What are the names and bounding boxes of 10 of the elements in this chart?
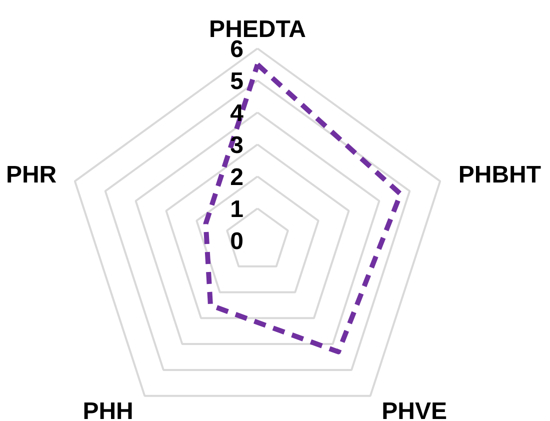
- y-tick-label: 0: [230, 228, 244, 255]
- y-tick-label: 3: [230, 132, 244, 159]
- y-tick-label: 5: [230, 68, 244, 95]
- y-tick-label: 4: [230, 100, 244, 127]
- y-tick-label: 2: [230, 164, 244, 191]
- spoke-label: PHVE: [382, 398, 447, 421]
- spoke-label: PHR: [6, 162, 57, 189]
- spoke-label: PHH: [82, 398, 134, 421]
- y-tick-label: 1: [230, 196, 244, 223]
- spoke-label: PHBHT: [458, 162, 542, 189]
